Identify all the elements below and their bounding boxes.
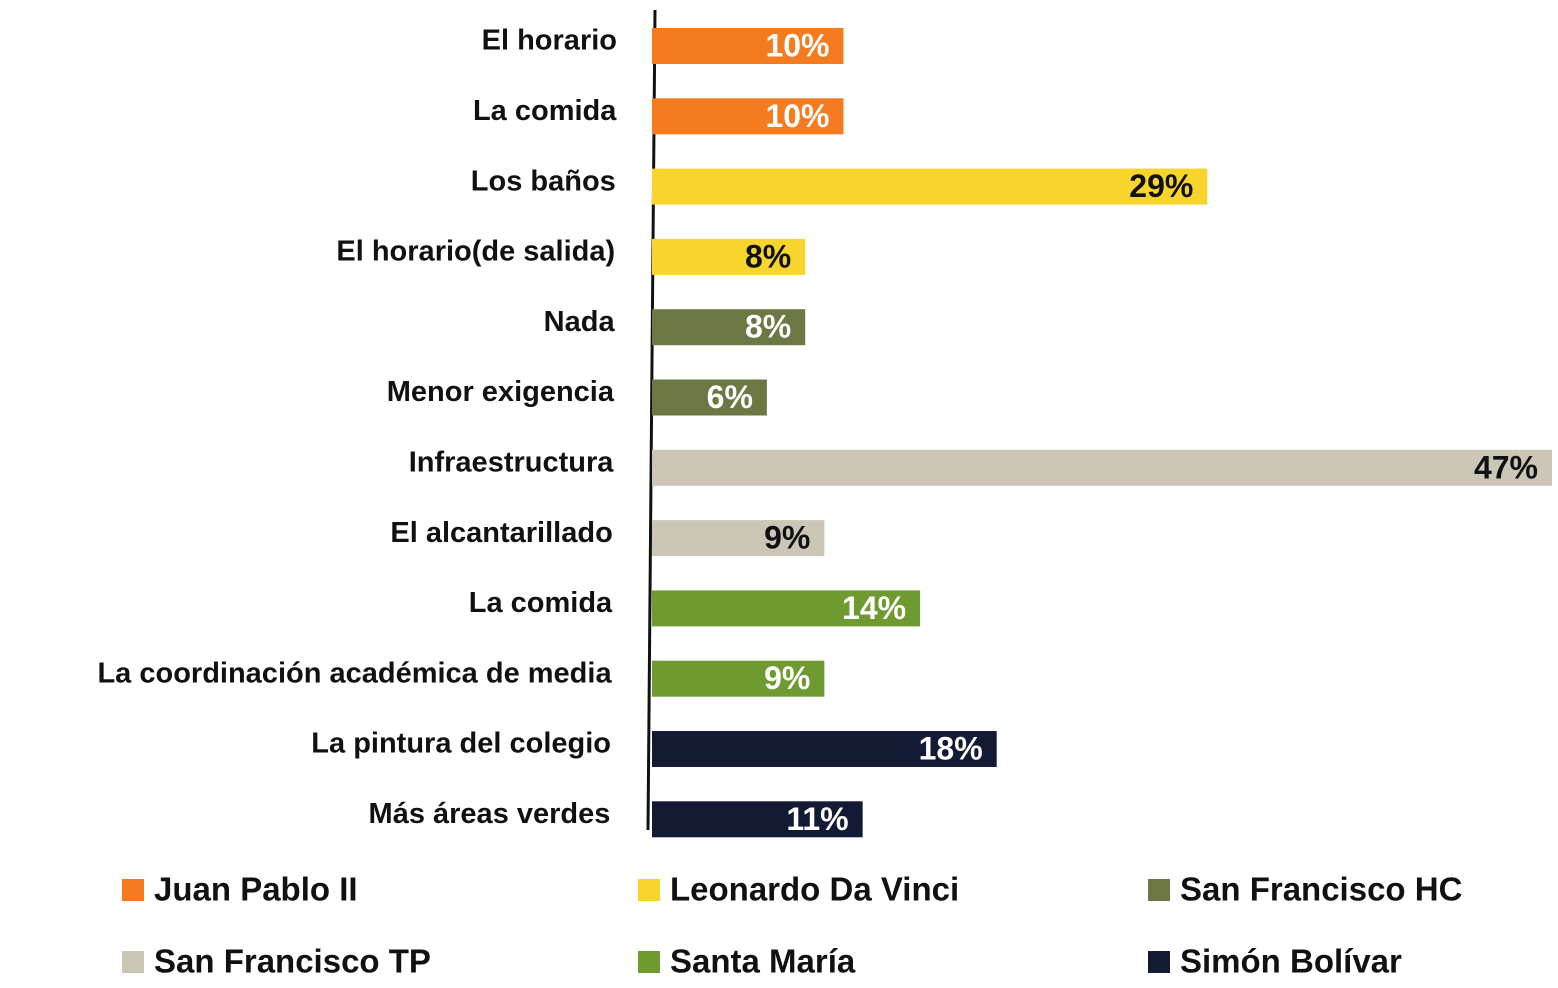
bar	[652, 520, 825, 557]
bar	[652, 98, 844, 135]
category-label: Más áreas verdes	[369, 798, 611, 830]
category-label: El horario	[482, 25, 617, 57]
value-label: 11%	[786, 801, 848, 837]
category-label: El horario(de salida)	[336, 236, 615, 268]
category-label: El alcantarillado	[390, 517, 612, 549]
value-label: 14%	[842, 590, 906, 626]
bar	[652, 379, 767, 416]
legend-swatch	[122, 879, 144, 901]
bar	[652, 801, 863, 838]
legend-swatch	[638, 951, 660, 973]
legend-label: Simón Bolívar	[1180, 943, 1402, 980]
value-label: 47%	[1474, 449, 1538, 485]
value-label: 29%	[1129, 168, 1193, 204]
axis-line	[646, 9, 657, 831]
bar	[652, 28, 844, 64]
value-label: 8%	[745, 309, 791, 345]
value-label: 9%	[764, 660, 810, 696]
value-label: 8%	[745, 238, 791, 274]
category-label: Los baños	[471, 165, 616, 197]
legend-swatch	[638, 879, 660, 901]
category-label: Menor exigencia	[387, 376, 615, 408]
legend-label: Juan Pablo II	[154, 871, 358, 908]
category-label: Nada	[544, 306, 616, 338]
bar	[652, 731, 997, 767]
value-label: 10%	[765, 98, 829, 134]
legend-label: San Francisco TP	[154, 943, 431, 980]
category-label: La coordinación académica de media	[97, 657, 612, 689]
category-label: Infraestructura	[409, 446, 615, 478]
bar	[652, 309, 806, 346]
bar	[652, 238, 806, 275]
legend-swatch	[1148, 951, 1170, 973]
value-label: 9%	[764, 520, 810, 556]
category-label: La comida	[469, 587, 613, 619]
legend-label: Santa María	[670, 943, 856, 980]
value-label: 18%	[919, 730, 983, 766]
bar	[652, 449, 1552, 486]
category-label: La comida	[473, 95, 617, 127]
legend-label: San Francisco HC	[1180, 871, 1462, 908]
value-label: 10%	[765, 27, 829, 63]
value-label: 6%	[707, 379, 753, 415]
bar	[652, 168, 1208, 205]
legend-label: Leonardo Da Vinci	[670, 871, 959, 908]
category-label: La pintura del colegio	[311, 728, 611, 760]
legend-swatch	[1148, 879, 1170, 901]
bar	[652, 660, 825, 697]
bar	[652, 590, 921, 627]
legend-swatch	[122, 951, 144, 973]
